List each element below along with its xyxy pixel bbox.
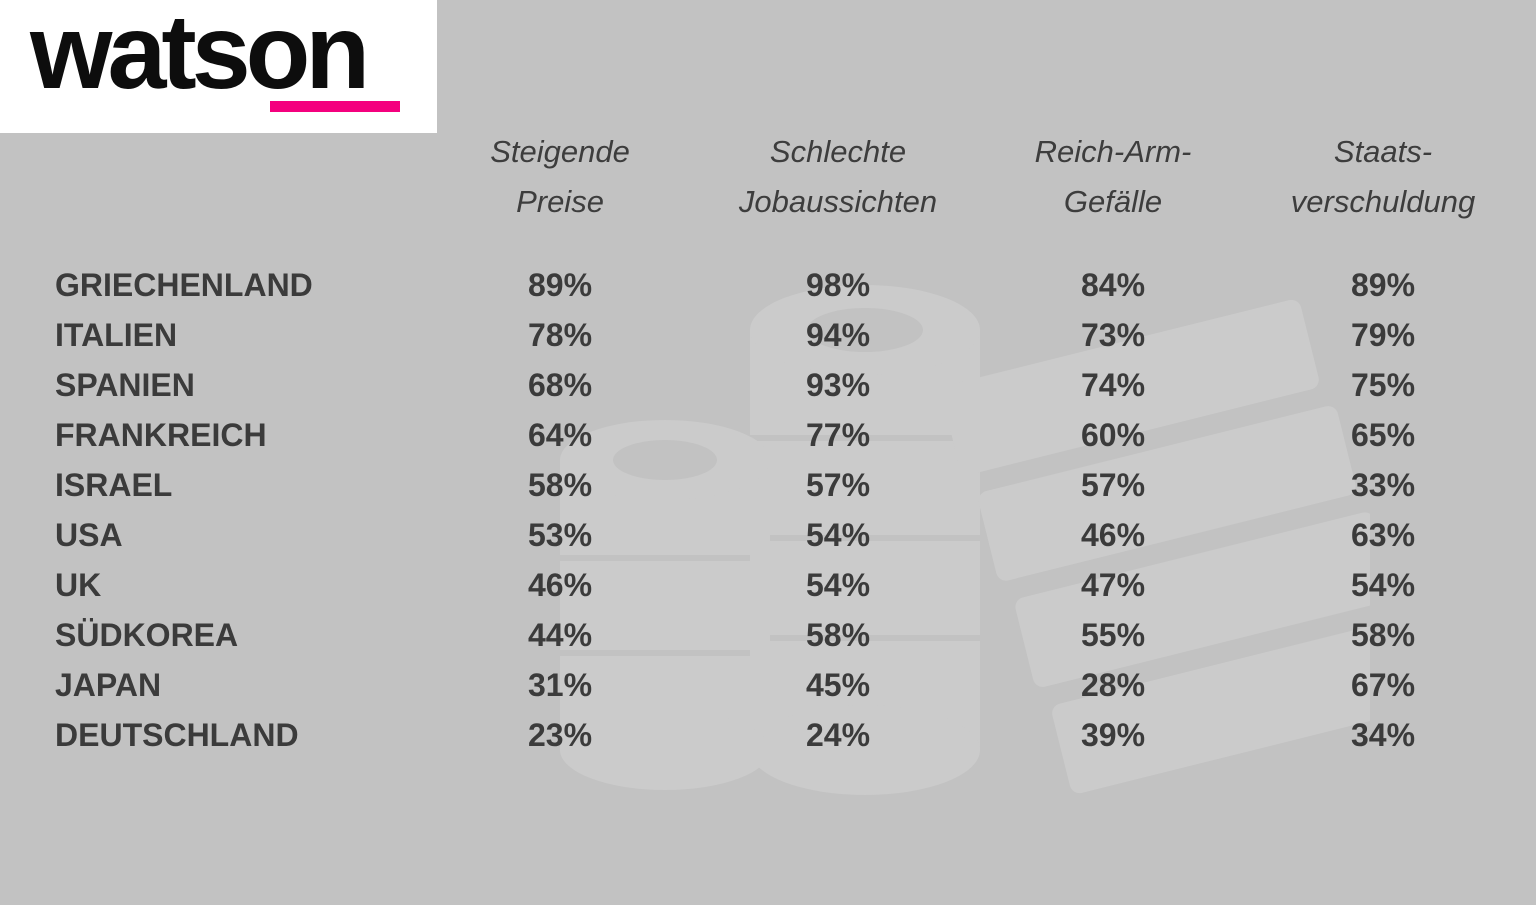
value-cell: 68%	[527, 367, 593, 403]
country-label: ISRAEL	[55, 467, 173, 503]
value-cell: 39%	[1080, 717, 1146, 753]
value-cell: 47%	[1080, 567, 1146, 603]
column-header-line: Staats-	[1333, 134, 1433, 169]
value-cell: 89%	[1350, 267, 1416, 303]
column-header-line: Schlechte	[769, 134, 907, 169]
value-cell: 54%	[805, 567, 871, 603]
value-cell: 58%	[805, 617, 871, 653]
value-cell: 79%	[1350, 317, 1416, 353]
country-label: FRANKREICH	[55, 417, 267, 453]
value-cell: 53%	[527, 517, 593, 553]
value-cell: 55%	[1080, 617, 1146, 653]
column-header-line: Preise	[516, 184, 604, 219]
value-cell: 73%	[1080, 317, 1146, 353]
column-header-line: Steigende	[490, 134, 630, 169]
value-cell: 64%	[527, 417, 593, 453]
table-row: GRIECHENLAND 89% 98% 84% 89%	[0, 260, 1536, 310]
table-header-row: Steigende Preise Schlechte Jobaussichten…	[0, 127, 1536, 227]
country-label: SÜDKOREA	[55, 617, 239, 653]
value-cell: 58%	[1350, 617, 1416, 653]
table-row: UK 46% 54% 47% 54%	[0, 560, 1536, 610]
value-cell: 78%	[527, 317, 593, 353]
value-cell: 75%	[1350, 367, 1416, 403]
value-cell: 31%	[527, 667, 593, 703]
column-header-staatsverschuldung: Staats- verschuldung	[1250, 127, 1516, 227]
column-header-line: Jobaussichten	[738, 184, 938, 219]
country-label: JAPAN	[55, 667, 162, 703]
value-cell: 84%	[1080, 267, 1146, 303]
column-header-line: verschuldung	[1290, 184, 1476, 219]
country-label: USA	[55, 517, 123, 553]
value-cell: 44%	[527, 617, 593, 653]
value-cell: 45%	[805, 667, 871, 703]
table-row: USA 53% 54% 46% 63%	[0, 510, 1536, 560]
watson-logo-underline	[270, 101, 400, 112]
column-header-line: Reich-Arm-	[1034, 134, 1192, 169]
table-row: JAPAN 31% 45% 28% 67%	[0, 660, 1536, 710]
column-header-line: Gefälle	[1063, 184, 1163, 219]
watson-logo: watson	[0, 0, 437, 133]
table-row: ITALIEN 78% 94% 73% 79%	[0, 310, 1536, 360]
value-cell: 33%	[1350, 467, 1416, 503]
value-cell: 60%	[1080, 417, 1146, 453]
country-label: SPANIEN	[55, 367, 195, 403]
value-cell: 54%	[805, 517, 871, 553]
column-header-steigende-preise: Steigende Preise	[420, 127, 700, 227]
table-row: SPANIEN 68% 93% 74% 75%	[0, 360, 1536, 410]
table-body: GRIECHENLAND 89% 98% 84% 89% ITALIEN 78%…	[0, 260, 1536, 760]
value-cell: 89%	[527, 267, 593, 303]
value-cell: 46%	[527, 567, 593, 603]
value-cell: 63%	[1350, 517, 1416, 553]
value-cell: 58%	[527, 467, 593, 503]
table-row: DEUTSCHLAND 23% 24% 39% 34%	[0, 710, 1536, 760]
value-cell: 98%	[805, 267, 871, 303]
value-cell: 24%	[805, 717, 871, 753]
value-cell: 28%	[1080, 667, 1146, 703]
value-cell: 65%	[1350, 417, 1416, 453]
table-row: FRANKREICH 64% 77% 60% 65%	[0, 410, 1536, 460]
column-header-reich-arm-gefaelle: Reich-Arm- Gefälle	[976, 127, 1250, 227]
watson-logo-text: watson	[30, 0, 370, 111]
table-row: SÜDKOREA 44% 58% 55% 58%	[0, 610, 1536, 660]
value-cell: 57%	[805, 467, 871, 503]
header-spacer	[0, 127, 420, 227]
country-label: ITALIEN	[55, 317, 178, 353]
value-cell: 74%	[1080, 367, 1146, 403]
country-label: DEUTSCHLAND	[55, 717, 299, 753]
value-cell: 23%	[527, 717, 593, 753]
value-cell: 34%	[1350, 717, 1416, 753]
country-label: GRIECHENLAND	[55, 267, 313, 303]
value-cell: 54%	[1350, 567, 1416, 603]
country-label: UK	[55, 567, 102, 603]
value-cell: 94%	[805, 317, 871, 353]
value-cell: 57%	[1080, 467, 1146, 503]
table-row: ISRAEL 58% 57% 57% 33%	[0, 460, 1536, 510]
value-cell: 93%	[805, 367, 871, 403]
value-cell: 67%	[1350, 667, 1416, 703]
column-header-schlechte-jobaussichten: Schlechte Jobaussichten	[700, 127, 976, 227]
value-cell: 77%	[805, 417, 871, 453]
value-cell: 46%	[1080, 517, 1146, 553]
